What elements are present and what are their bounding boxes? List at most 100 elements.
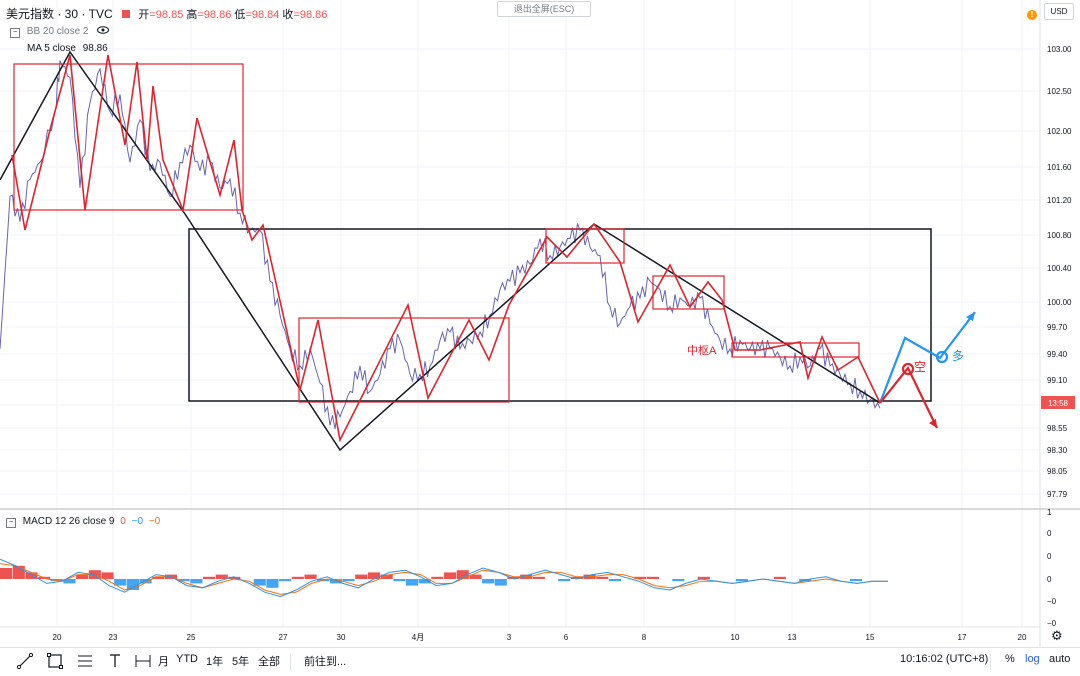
macd-histogram-bar	[25, 572, 38, 579]
price-axis[interactable]: 103.00 102.50 102.00 101.60 101.20 100.80 100.…	[1047, 45, 1072, 499]
macd-tick-label: 0	[1047, 575, 1052, 584]
macd-histogram-bar	[431, 576, 444, 579]
macd-histogram-bar	[507, 576, 520, 579]
macd-histogram-bar	[596, 576, 609, 579]
price-tick-label: 103.00	[1047, 45, 1072, 54]
symbol-title[interactable]: 美元指数 · 30 · TVC	[6, 7, 113, 21]
drawing-tools	[0, 648, 160, 676]
macd-histogram-bar	[405, 579, 418, 586]
macd-histogram-bar	[355, 574, 368, 579]
analysis-drawings[interactable]	[0, 50, 976, 452]
price-tick-label: 98.55	[1047, 424, 1068, 433]
macd-pane	[0, 558, 888, 598]
macd-histogram-bar	[266, 579, 279, 588]
macd-indicator-label[interactable]: MACD 12 26 close 9	[22, 516, 115, 527]
macd-histogram-bar	[608, 579, 621, 582]
grid	[0, 0, 1040, 627]
price-tick-label: 98.30	[1047, 446, 1068, 455]
macd-histogram-bar	[279, 579, 292, 582]
macd-histogram-bar	[735, 579, 748, 582]
time-tick-label: 8	[642, 633, 647, 642]
red-box-1	[13, 63, 244, 211]
current-price-badge-text: 13:58	[1048, 399, 1069, 408]
range-month-button[interactable]: 月	[158, 656, 169, 668]
macd-histogram-bar	[329, 579, 342, 584]
macd-histogram-bar	[532, 576, 545, 579]
macd-histogram-bar	[253, 579, 266, 586]
currency-button[interactable]: USD	[1044, 3, 1074, 20]
macd-histogram-bar	[152, 576, 165, 579]
macd-tick-label: 1	[1047, 508, 1052, 517]
macd-indicator-legend[interactable]: − MACD 12 26 close 9 0 −0 −0	[6, 516, 160, 528]
macd-histogram-bar	[88, 570, 101, 579]
collapse-icon[interactable]: −	[6, 518, 16, 528]
time-tick-label: 30	[337, 633, 346, 642]
range-5y-button[interactable]: 5年	[232, 656, 250, 668]
time-tick-label: 4月	[412, 633, 424, 642]
macd-axis[interactable]: 1 0 0 0 −0 −0	[1047, 508, 1057, 628]
price-tick-label: 98.05	[1047, 467, 1068, 476]
macd-histogram-bar	[456, 570, 469, 579]
current-price-badge	[1041, 396, 1075, 409]
price-tick-label: 99.10	[1047, 376, 1068, 385]
macd-histogram-bar	[342, 579, 355, 582]
time-tick-label: 3	[507, 633, 512, 642]
settings-gear-icon[interactable]: ⚙	[1051, 628, 1063, 643]
log-scale-button[interactable]: log	[1025, 653, 1040, 665]
clock-display[interactable]: 10:16:02 (UTC+8)	[900, 653, 989, 665]
fib-tool-icon[interactable]	[76, 652, 94, 670]
macd-tick-label: −0	[1047, 619, 1057, 628]
macd-histogram-bar	[647, 576, 660, 579]
range-ytd-button[interactable]: YTD	[176, 653, 198, 665]
bb-indicator-label[interactable]: BB 20 close 2	[26, 26, 89, 37]
time-axis[interactable]: 20 23 25 27 30 4月 3 6 8 10 13 15 17 20	[53, 633, 1027, 642]
symbol-legend[interactable]: 美元指数 · 30 · TVC 开=98.85 高=98.86 低=98.84 …	[6, 5, 327, 22]
rectangle-tool-icon[interactable]	[46, 652, 64, 670]
macd-histogram-bar	[63, 579, 76, 584]
macd-histogram-bar	[101, 572, 114, 579]
price-tick-label: 100.00	[1047, 298, 1072, 307]
range-1y-button[interactable]: 1年	[206, 656, 224, 668]
ma-indicator-label[interactable]: MA 5 close	[27, 43, 76, 54]
macd-tick-label: 0	[1047, 552, 1052, 561]
bb-indicator-legend[interactable]: − BB 20 close 2	[10, 26, 110, 38]
text-tool-icon[interactable]	[106, 652, 124, 670]
macd-histogram-bar	[849, 579, 862, 582]
measure-tool-icon[interactable]	[134, 652, 152, 670]
price-tick-label: 99.40	[1047, 350, 1068, 359]
macd-histogram-bar	[139, 579, 152, 584]
macd-histogram-bar	[393, 579, 406, 582]
close-value: =98.86	[293, 9, 328, 21]
range-all-button[interactable]: 全部	[258, 656, 280, 668]
red-box-3	[545, 228, 625, 264]
macd-histogram-bar	[558, 579, 571, 582]
price-tick-label: 100.40	[1047, 264, 1072, 273]
macd-histogram-bar	[304, 574, 317, 579]
macd-histogram-bar	[697, 576, 710, 579]
price-tick-label: 100.80	[1047, 231, 1072, 240]
macd-histogram-bar	[672, 579, 685, 582]
ma-indicator-legend[interactable]: MA 5 close 98.86	[27, 43, 108, 54]
eye-icon[interactable]	[97, 26, 110, 37]
goto-date-button[interactable]: 前往到...	[304, 656, 347, 668]
center-label: 中枢A	[687, 343, 717, 357]
projection-short-arrowhead	[929, 419, 937, 428]
macd-histogram-bar	[291, 576, 304, 579]
macd-histogram-bar	[228, 576, 241, 579]
percent-scale-button[interactable]: %	[1005, 653, 1015, 665]
warning-icon[interactable]: !	[1027, 10, 1037, 20]
macd-main-line	[0, 558, 888, 598]
price-tick-label: 102.00	[1047, 127, 1072, 136]
projection-long-arrowhead	[966, 312, 975, 321]
auto-scale-button[interactable]: auto	[1049, 653, 1071, 665]
time-tick-label: 15	[866, 633, 875, 642]
trend-line-tool-icon[interactable]	[16, 652, 34, 670]
red-box-2	[298, 317, 510, 403]
toolbar-divider	[290, 654, 291, 670]
long-label: 多	[952, 349, 964, 363]
collapse-icon[interactable]: −	[10, 28, 20, 38]
exit-fullscreen-button[interactable]: 退出全屏(ESC)	[497, 1, 591, 17]
time-tick-label: 27	[279, 633, 288, 642]
price-tick-label: 102.50	[1047, 87, 1072, 96]
